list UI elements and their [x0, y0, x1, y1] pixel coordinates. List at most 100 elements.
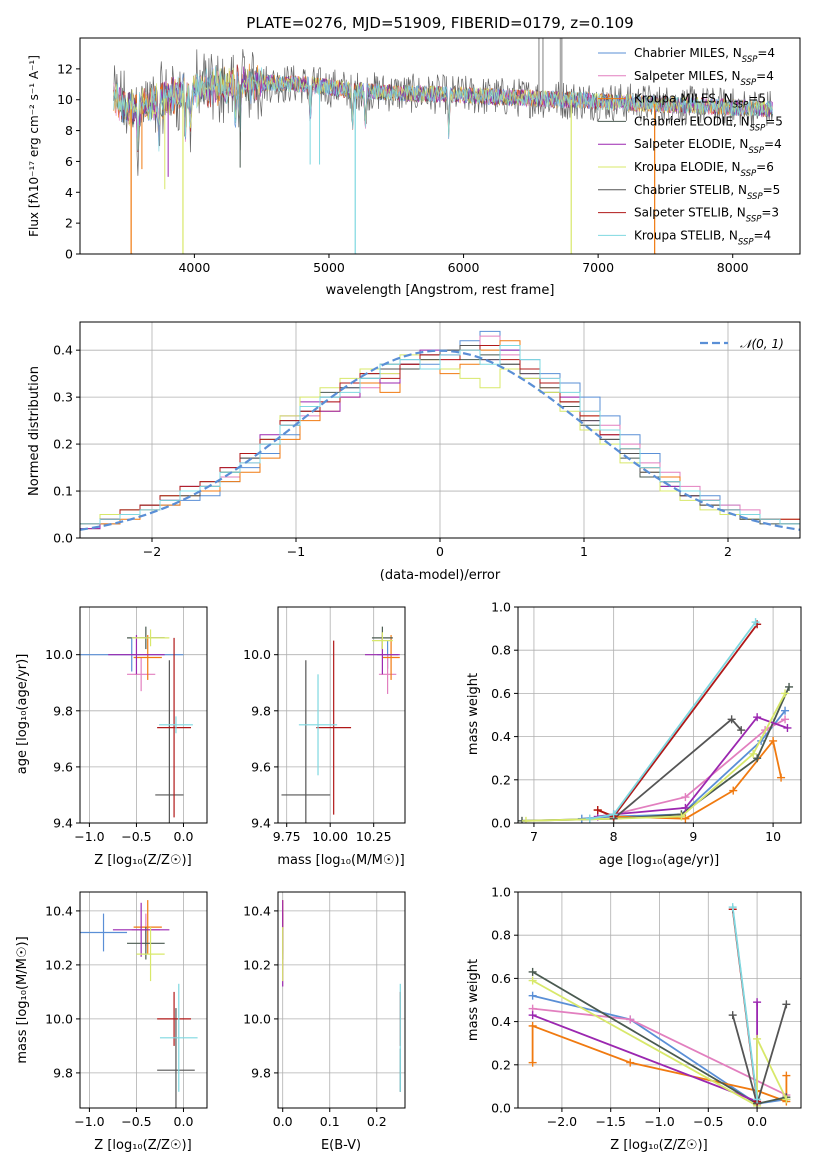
- residuals-xlabel: (data-model)/error: [380, 568, 501, 583]
- errorbar-point-kroupa-miles: [133, 635, 162, 680]
- weight-marker: [528, 967, 537, 976]
- y-tick-label: 10.0: [243, 647, 271, 662]
- mass-vs-ebv-xlabel: E(B-V): [321, 1138, 361, 1153]
- y-tick-label: 1.0: [491, 885, 511, 900]
- weight-marker: [727, 715, 736, 724]
- axes-frame: [79, 37, 801, 255]
- errorbar-point-chabrier-stelib: [155, 660, 184, 823]
- y-tick-label: 1.0: [491, 600, 511, 615]
- age-vs-z-ylabel: age [log₁₀(age/yr)]: [15, 654, 30, 775]
- legend-count: =4: [754, 228, 772, 242]
- x-tick-label: 8000: [717, 260, 749, 275]
- x-tick-label: 1: [580, 544, 588, 559]
- spectrum-line-salpeter-stelib: [113, 64, 773, 153]
- weight-marker: [753, 713, 762, 722]
- errorbar-point-kroupa-elodie: [131, 629, 170, 647]
- y-tick-label: 6: [65, 154, 73, 169]
- x-tick-label: 0.2: [367, 1114, 387, 1129]
- errorbar-point-chabrier-stelib: [281, 660, 331, 823]
- weight-marker: [528, 1011, 537, 1020]
- errorbar-point-salpeter-stelib: [157, 637, 192, 818]
- x-tick-label: 5000: [313, 260, 345, 275]
- y-tick-label: 10.2: [243, 957, 271, 972]
- mass-vs-z-ylabel: mass [log₁₀(M/M☉)]: [15, 936, 30, 1063]
- y-tick-label: 10.0: [45, 1011, 73, 1026]
- y-tick-label: 0.2: [491, 772, 511, 787]
- legend-count: =4: [757, 46, 775, 60]
- y-tick-label: 2: [65, 216, 73, 231]
- x-tick-label: 9.75: [273, 829, 301, 844]
- spectrum-line-chabrier-stelib: [113, 49, 773, 176]
- legend-count: =3: [761, 206, 779, 220]
- weight-marker: [782, 1000, 791, 1009]
- x-tick-label: −1.0: [644, 1114, 674, 1129]
- errorbar-point-kroupa-elodie: [136, 927, 165, 982]
- weight-line-kroupa-stelib: [731, 906, 758, 1100]
- x-tick-label: −1.5: [596, 1114, 626, 1129]
- weight-marker: [528, 1021, 537, 1030]
- y-tick-label: 10.0: [45, 647, 73, 662]
- errorbar-point-salpeter-elodie: [112, 902, 170, 957]
- weight-vs-age-panel: 7 8 9 10 0.0 0.2 0.4 0.6 0.8 1.0: [491, 600, 802, 844]
- spectrum-dropout: [182, 93, 185, 254]
- y-tick-label: 10.4: [243, 903, 271, 918]
- legend-count: =4: [764, 137, 782, 151]
- errorbar-point-kroupa-stelib: [159, 716, 193, 734]
- weight-marker: [728, 1011, 737, 1020]
- weight-marker: [609, 810, 618, 819]
- x-tick-label: −2.0: [547, 1114, 577, 1129]
- x-tick-label: −0.5: [121, 1114, 151, 1129]
- x-tick-label: 7: [530, 829, 538, 844]
- gridlines: [278, 892, 405, 1108]
- x-tick-label: 9: [689, 829, 697, 844]
- spectrum-line-kroupa-stelib: [113, 66, 773, 152]
- y-tick-label: 4: [65, 185, 73, 200]
- spectrum-ylabel: Flux [fλ10⁻¹⁷ erg cm⁻² s⁻¹ A⁻¹]: [27, 55, 41, 237]
- y-tick-label: 0.0: [53, 531, 73, 546]
- weight-vs-z-ylabel: mass weight: [466, 959, 481, 1041]
- spectrum-dropout: [654, 103, 657, 254]
- x-tick-label: 0.0: [174, 829, 194, 844]
- spectrum-xlabel: wavelength [Angstrom, rest frame]: [326, 283, 555, 298]
- plot-area: [281, 626, 400, 823]
- weight-vs-z-xlabel: Z [log₁₀(Z/Z☉)]: [610, 1138, 707, 1153]
- weight-marker: [521, 816, 530, 823]
- legend-subscript: SSP: [750, 123, 766, 133]
- x-tick-label: −1: [287, 544, 305, 559]
- axes-frame: [79, 606, 208, 824]
- errorbar-point-kroupa-stelib: [159, 983, 198, 1092]
- weight-marker: [528, 1058, 537, 1067]
- legend-subscript: SSP: [738, 237, 754, 247]
- errorbar-point-kroupa-elodie: [371, 632, 393, 650]
- x-tick-label: 0.0: [273, 1114, 293, 1129]
- age-vs-z-panel: −1.0 −0.5 0.0 9.4 9.6 9.8 10.0: [45, 606, 208, 844]
- weight-marker: [781, 715, 790, 724]
- weight-marker: [528, 991, 537, 1000]
- plot-area: [282, 900, 401, 1092]
- y-tick-label: 0.8: [491, 928, 511, 943]
- weight-marker: [729, 786, 738, 795]
- legend-subscript: SSP: [746, 215, 762, 225]
- weight-marker: [782, 1071, 791, 1080]
- y-tick-label: 10.2: [45, 957, 73, 972]
- errorbar-point-chabrier-miles: [80, 913, 128, 952]
- mass-vs-ebv-panel: 0.0 0.1 0.2 9.8 10.0 10.2 10.4: [243, 891, 406, 1129]
- y-tick-label: 0.0: [491, 1101, 511, 1116]
- weight-marker: [753, 754, 762, 763]
- weight-marker: [769, 736, 778, 745]
- x-tick-label: 4000: [178, 260, 210, 275]
- legend-subscript: SSP: [747, 192, 763, 202]
- normal-curve: [80, 349, 800, 531]
- errorbar-point-salpeter-stelib: [157, 991, 192, 1046]
- axes-frame: [277, 606, 406, 824]
- x-tick-label: 0: [436, 544, 444, 559]
- x-tick-label: 7000: [582, 260, 614, 275]
- y-tick-label: 9.8: [53, 703, 73, 718]
- legend-subscript: SSP: [741, 169, 757, 179]
- y-tick-label: 9.4: [251, 816, 271, 831]
- weight-vs-age-ylabel: mass weight: [466, 673, 481, 755]
- y-tick-label: 9.8: [251, 703, 271, 718]
- weight-marker: [781, 706, 790, 715]
- x-tick-label: 0.1: [320, 1114, 340, 1129]
